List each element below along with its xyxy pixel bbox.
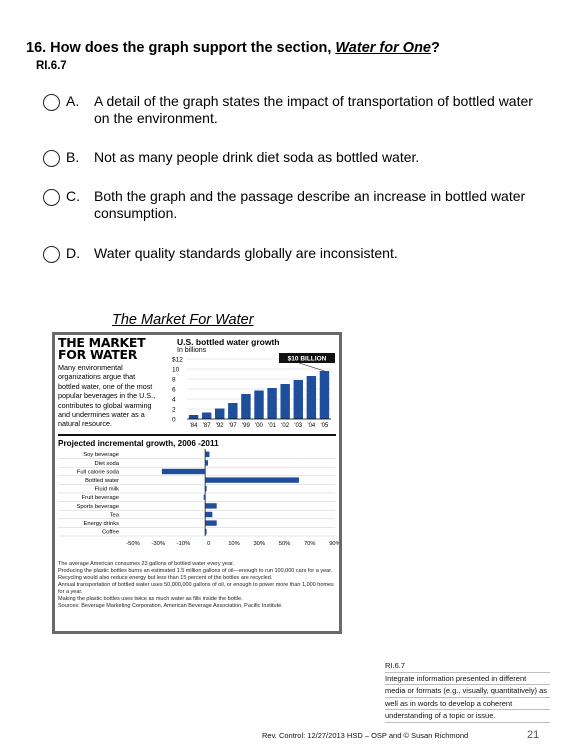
section-name: Water for One: [335, 40, 431, 56]
radio-d[interactable]: [43, 246, 60, 263]
x-tick-label: 70%: [304, 541, 316, 547]
category-label: Tea: [110, 512, 120, 518]
x-tick-label: 0: [207, 541, 210, 547]
option-text: Water quality standards globally are inc…: [94, 245, 398, 261]
category-label: Fluid milk: [95, 487, 120, 493]
figure-footnotes: The average American consumes 23 gallons…: [58, 561, 334, 609]
y-tick-label: 6: [172, 387, 176, 394]
radio-c[interactable]: [43, 189, 60, 206]
bar: [293, 380, 303, 419]
x-tick-label: '05: [321, 423, 329, 429]
bar: [319, 371, 330, 419]
x-tick-label: '02: [281, 423, 289, 429]
standard-line: RI.6.7: [385, 660, 550, 673]
bar: [228, 403, 238, 419]
x-tick-label: '97: [229, 423, 237, 429]
category-label: Fruit beverage: [82, 495, 119, 501]
x-tick-label: '99: [242, 423, 250, 429]
y-tick-label: 10: [172, 367, 180, 374]
page-number: 21: [527, 729, 540, 741]
bar: [205, 529, 207, 535]
option-text: Both the graph and the passage describe …: [94, 188, 526, 221]
callout-line: [298, 362, 325, 372]
bar: [161, 468, 206, 475]
category-label: Energy drinks: [84, 521, 120, 527]
y-tick-label: 0: [172, 417, 176, 424]
category-label: Coffee: [102, 530, 119, 536]
standard-line: understanding of a topic or issue.: [385, 710, 550, 723]
figure-blurb: Many environmental organizations argue t…: [58, 363, 156, 429]
growth-chart-units: In billions: [177, 347, 207, 354]
x-tick-label: '01: [268, 423, 276, 429]
x-tick-label: -10%: [177, 541, 191, 547]
bar: [205, 520, 217, 526]
callout-box: [279, 353, 335, 363]
x-tick-label: '92: [216, 423, 224, 429]
bar: [254, 390, 264, 419]
bar: [201, 412, 212, 419]
question-text: 16. How does the graph support the secti…: [26, 40, 440, 56]
category-label: Bottled water: [85, 478, 119, 484]
standard-description: RI.6.7 Integrate information presented i…: [385, 660, 550, 723]
figure-caption: The Market For Water: [112, 312, 254, 328]
category-label: Soy beverage: [83, 452, 119, 458]
growth-chart-title: U.S. bottled water growth: [177, 337, 280, 347]
radio-a[interactable]: [43, 94, 60, 111]
option-letter: A.: [66, 93, 80, 109]
radio-b[interactable]: [43, 150, 60, 167]
x-tick-label: -50%: [126, 541, 140, 547]
market-for-water-figure: THE MARKET FOR WATER Many environmental …: [52, 332, 342, 634]
bar: [188, 415, 199, 419]
bar: [205, 460, 209, 466]
option-text: Not as many people drink diet soda as bo…: [94, 149, 420, 165]
category-label: Full calorie soda: [77, 469, 120, 475]
y-tick-label: 2: [172, 407, 176, 414]
x-tick-label: '03: [294, 423, 302, 429]
x-tick-label: 10%: [228, 541, 240, 547]
bar: [241, 394, 251, 419]
bar: [205, 451, 210, 457]
bar: [215, 408, 225, 419]
y-tick-label: 4: [172, 397, 176, 404]
projection-chart-title: Projected incremental growth, 2006 -2011: [58, 439, 219, 448]
bar: [306, 376, 317, 419]
category-label: Sports beverage: [76, 504, 119, 510]
footer-revision: Rev. Control: 12/27/2013 HSD – OSP and ©…: [262, 731, 469, 740]
standard-line: media or formats (e.g., visually, quanti…: [385, 685, 550, 698]
x-tick-label: 30%: [253, 541, 265, 547]
x-tick-label: 50%: [279, 541, 291, 547]
option-letter: B.: [66, 149, 80, 165]
bar: [205, 511, 213, 518]
standard-line: Integrate information presented in diffe…: [385, 673, 550, 685]
bar: [280, 384, 290, 419]
callout-label: $10 BILLION: [288, 356, 327, 363]
projection-bar-chart: Soy beverage Diet soda Full calorie soda Bo…: [58, 449, 339, 547]
option-letter: D.: [66, 245, 80, 261]
bar: [205, 486, 207, 492]
y-tick-label: 8: [172, 377, 176, 384]
figure-heading: THE MARKET FOR WATER: [58, 335, 146, 362]
standard-line: well as in words to develop a coherent: [385, 698, 550, 710]
growth-bar-chart: $12 10 8 6 4 2 0 '84 '87 '92 '97 '99 '00 '01 '02 '03 '04…: [172, 353, 335, 429]
y-tick-label: $12: [172, 357, 183, 364]
x-tick-label: '00: [255, 423, 263, 429]
bar: [205, 503, 217, 509]
x-tick-label: -30%: [151, 541, 165, 547]
option-letter: C.: [66, 188, 80, 204]
x-tick-label: '84: [190, 423, 198, 429]
x-tick-label: '87: [203, 423, 211, 429]
bar: [203, 494, 206, 500]
bar: [205, 477, 299, 483]
standard-code: RI.6.7: [36, 60, 67, 72]
x-tick-label: 90%: [329, 541, 339, 547]
category-label: Diet soda: [95, 461, 120, 467]
bar: [267, 388, 277, 419]
option-text: A detail of the graph states the impact …: [94, 93, 533, 126]
x-tick-label: '04: [307, 423, 315, 429]
